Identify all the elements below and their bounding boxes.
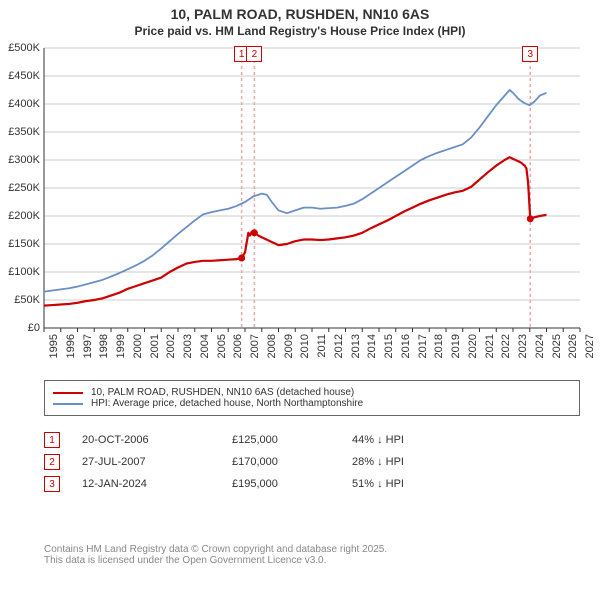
x-tick-label: 2000	[132, 334, 144, 358]
x-tick-label: 2002	[165, 334, 177, 358]
x-tick-label: 1996	[65, 334, 77, 358]
x-tick-label: 2023	[517, 334, 529, 358]
x-tick-label: 2019	[450, 334, 462, 358]
sales-row-marker: 1	[44, 432, 60, 448]
sales-row-date: 12-JAN-2024	[82, 478, 232, 490]
y-tick-label: £450K	[8, 70, 40, 82]
legend-item-hpi: HPI: Average price, detached house, Nort…	[53, 398, 571, 409]
series-hpi	[44, 90, 547, 292]
legend-label: 10, PALM ROAD, RUSHDEN, NN10 6AS (detach…	[91, 387, 354, 398]
sales-row-marker: 3	[44, 476, 60, 492]
footer-line-1: Contains HM Land Registry data © Crown c…	[44, 544, 387, 555]
sales-row-date: 20-OCT-2006	[82, 434, 232, 446]
y-tick-label: £500K	[8, 42, 40, 54]
series-property	[44, 157, 547, 305]
legend: 10, PALM ROAD, RUSHDEN, NN10 6AS (detach…	[44, 380, 580, 416]
sales-row-price: £125,000	[232, 434, 352, 446]
y-tick-label: £400K	[8, 98, 40, 110]
x-tick-label: 1995	[48, 334, 60, 358]
x-tick-label: 2017	[417, 334, 429, 358]
x-tick-label: 1999	[115, 334, 127, 358]
sales-row-delta: 28% ↓ HPI	[352, 456, 580, 468]
x-tick-label: 2025	[551, 334, 563, 358]
y-tick-label: £0	[28, 322, 40, 334]
x-tick-label: 2015	[383, 334, 395, 358]
sales-row-price: £195,000	[232, 478, 352, 490]
x-tick-label: 2027	[584, 334, 596, 358]
x-tick-label: 2026	[567, 334, 579, 358]
x-tick-label: 1998	[98, 334, 110, 358]
x-tick-label: 2007	[249, 334, 261, 358]
x-tick-label: 2013	[350, 334, 362, 358]
x-tick-label: 2003	[182, 334, 194, 358]
y-tick-label: £300K	[8, 154, 40, 166]
x-tick-label: 2020	[467, 334, 479, 358]
footer-line-2: This data is licensed under the Open Gov…	[44, 555, 387, 566]
sales-row-2: 2 27-JUL-2007£170,00028% ↓ HPI	[44, 454, 580, 470]
sale-marker-2: 2	[246, 46, 262, 62]
sales-row-delta: 44% ↓ HPI	[352, 434, 580, 446]
y-tick-label: £100K	[8, 266, 40, 278]
sales-row-delta: 51% ↓ HPI	[352, 478, 580, 490]
x-tick-label: 2008	[266, 334, 278, 358]
y-tick-label: £250K	[8, 182, 40, 194]
legend-swatch	[53, 403, 83, 405]
x-tick-label: 2006	[232, 334, 244, 358]
y-tick-label: £200K	[8, 210, 40, 222]
x-tick-label: 2018	[433, 334, 445, 358]
x-tick-label: 2005	[216, 334, 228, 358]
sales-row-price: £170,000	[232, 456, 352, 468]
sale-marker-3: 3	[522, 46, 538, 62]
y-tick-label: £350K	[8, 126, 40, 138]
x-tick-label: 1997	[82, 334, 94, 358]
footer-note: Contains HM Land Registry data © Crown c…	[44, 544, 387, 566]
legend-label: HPI: Average price, detached house, Nort…	[91, 398, 363, 409]
sales-row-marker: 2	[44, 454, 60, 470]
y-tick-label: £150K	[8, 238, 40, 250]
chart-plot-area	[44, 48, 580, 328]
x-tick-label: 2014	[366, 334, 378, 358]
sales-row-3: 3 12-JAN-2024£195,00051% ↓ HPI	[44, 476, 580, 492]
x-tick-label: 2022	[500, 334, 512, 358]
legend-item-property: 10, PALM ROAD, RUSHDEN, NN10 6AS (detach…	[53, 387, 571, 398]
sales-row-1: 1 20-OCT-2006£125,00044% ↓ HPI	[44, 432, 580, 448]
x-tick-label: 2024	[534, 334, 546, 358]
sales-table: 1 20-OCT-2006£125,00044% ↓ HPI 2 27-JUL-200…	[44, 432, 580, 498]
chart-title: 10, PALM ROAD, RUSHDEN, NN10 6AS	[0, 6, 600, 22]
x-tick-label: 2001	[149, 334, 161, 358]
y-tick-label: £50K	[14, 294, 40, 306]
x-tick-label: 2010	[299, 334, 311, 358]
chart-subtitle: Price paid vs. HM Land Registry's House …	[0, 24, 600, 38]
x-tick-label: 2011	[316, 334, 328, 358]
x-tick-label: 2016	[400, 334, 412, 358]
x-tick-label: 2009	[283, 334, 295, 358]
sales-row-date: 27-JUL-2007	[82, 456, 232, 468]
x-tick-label: 2004	[199, 334, 211, 358]
legend-swatch	[53, 392, 83, 394]
chart-svg	[44, 48, 580, 334]
x-tick-label: 2021	[484, 334, 496, 358]
x-tick-label: 2012	[333, 334, 345, 358]
